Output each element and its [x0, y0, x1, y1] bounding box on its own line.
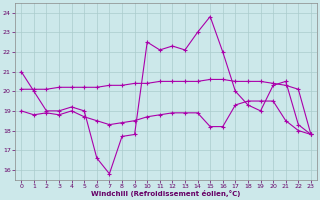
- X-axis label: Windchill (Refroidissement éolien,°C): Windchill (Refroidissement éolien,°C): [92, 190, 241, 197]
